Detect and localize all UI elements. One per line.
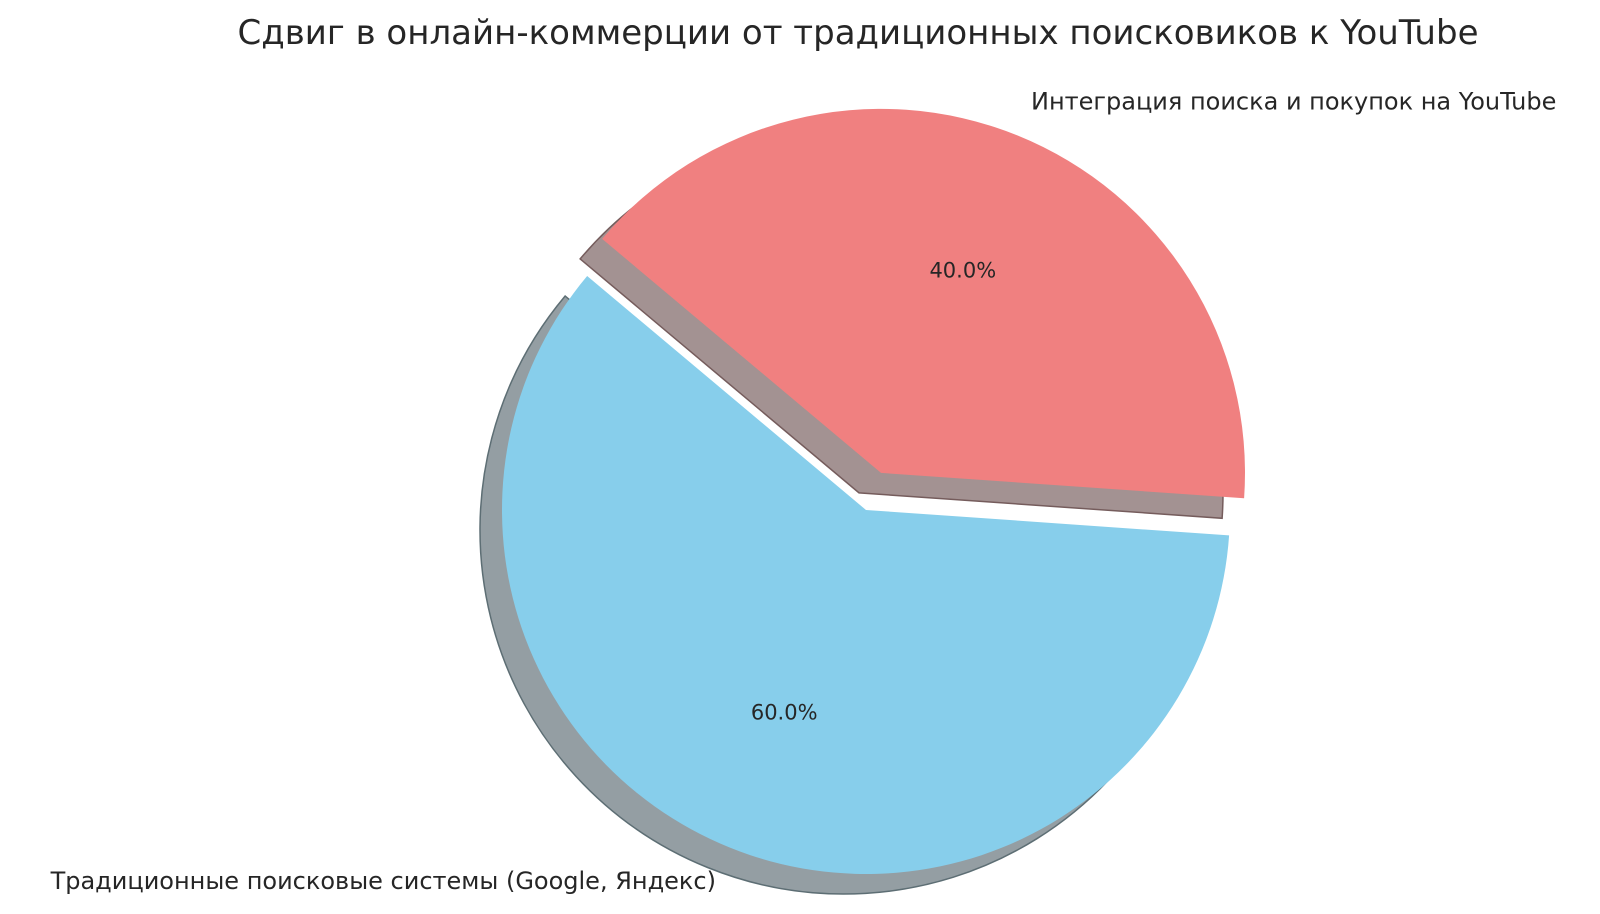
slice-label-traditional-search: Традиционные поисковые системы (Google, … (50, 867, 716, 895)
pct-label-youtube: 40.0% (929, 258, 996, 282)
pct-label-traditional-search: 60.0% (751, 701, 818, 725)
pie-slice-0 (602, 108, 1245, 499)
pie-slice-1 (501, 276, 1230, 875)
chart-title: Сдвиг в онлайн-коммерции от традиционных… (238, 13, 1479, 53)
slice-label-youtube: Интеграция поиска и покупок на YouTube (1031, 88, 1556, 116)
pie-wedge-layer (501, 108, 1245, 875)
